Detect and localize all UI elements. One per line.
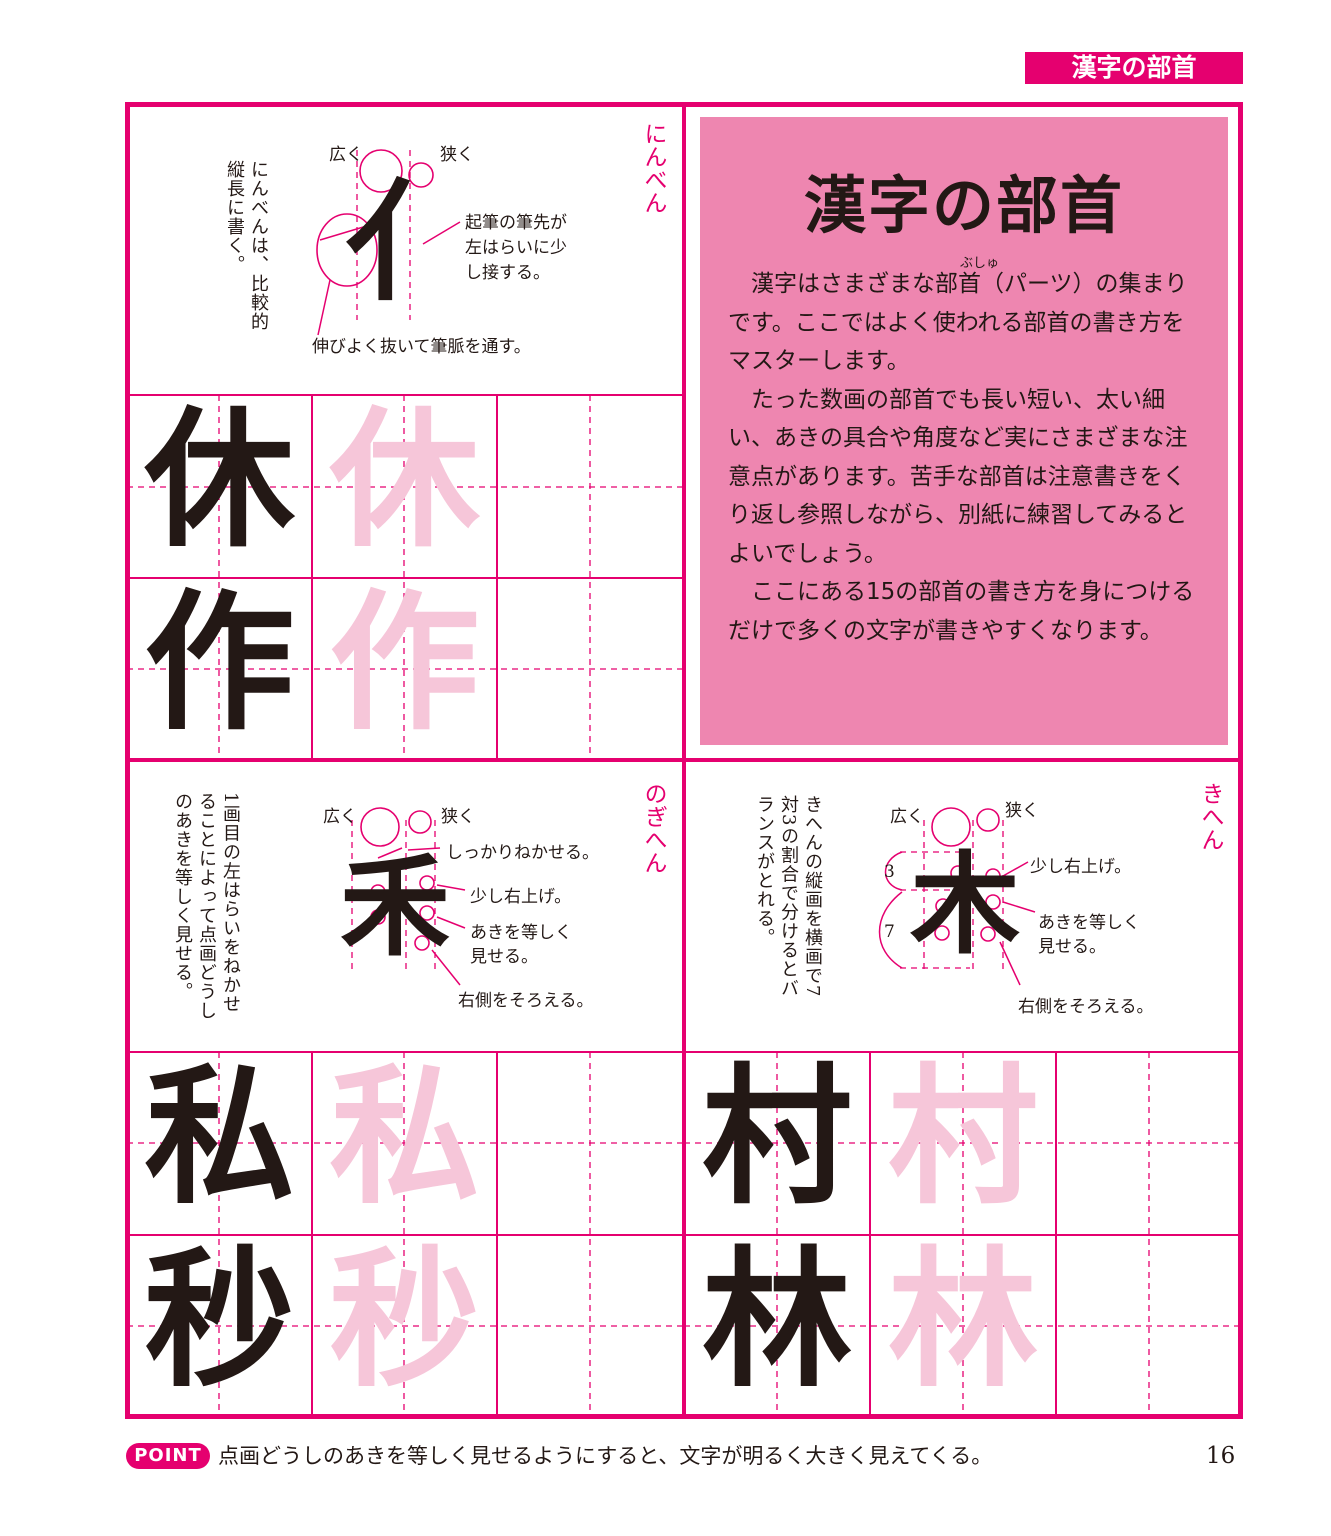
note-wide: 広く bbox=[329, 145, 363, 165]
model-char: 休 bbox=[144, 392, 295, 568]
intro-paragraph: たった数画の部首でも長い短い、太い細い、あきの具合や角度など実にさまざまな注意点… bbox=[728, 386, 1188, 567]
trace-char: 秒 bbox=[329, 1232, 480, 1408]
ratio-7: 7 bbox=[884, 922, 895, 942]
intro-title: 漢字の部首 bbox=[803, 169, 1124, 242]
note-ninben-2: 左はらいに少 bbox=[465, 238, 567, 258]
model-char: 秒 bbox=[144, 1232, 295, 1408]
model-char: 作 bbox=[144, 575, 295, 751]
note-nogihen-2: 少し右上げ。 bbox=[470, 887, 572, 907]
side-note-nogihen: 1画目の左はらいをねかせることによって点画どうしのあきを等しく見せる。 bbox=[172, 792, 241, 1020]
header-tab: 漢字の部首 bbox=[1025, 52, 1243, 84]
note-narrow: 狭く bbox=[440, 145, 474, 165]
intro-paragraph: ここにある15の部首の書き方を身につけるだけで多くの文字が書きやすくなります。 bbox=[728, 579, 1195, 644]
note-wide: 広く bbox=[890, 807, 924, 827]
radical-nogihen: 禾 bbox=[340, 842, 450, 971]
section-label-nogihen: のぎへん bbox=[640, 782, 666, 874]
radical-ninben: 亻 bbox=[345, 166, 476, 319]
model-char: 林 bbox=[701, 1232, 852, 1408]
side-note-kihen: きへんの縦画を横画で7対3の割合で分けるとバランスがとれる。 bbox=[754, 795, 823, 998]
page-number: 16 bbox=[1206, 1443, 1236, 1469]
trace-char: 林 bbox=[887, 1232, 1038, 1408]
trace-char: 作 bbox=[329, 575, 480, 751]
note-nogihen-4: 見せる。 bbox=[470, 947, 538, 967]
note-narrow: 狭く bbox=[441, 807, 475, 827]
note-narrow: 狭く bbox=[1005, 801, 1039, 821]
note-kihen-4: 右側をそろえる。 bbox=[1018, 997, 1154, 1017]
note-kihen-1: 少し右上げ。 bbox=[1030, 857, 1132, 877]
note-ninben-1: 起筆の筆先が bbox=[465, 213, 567, 233]
note-nogihen-5: 右側をそろえる。 bbox=[458, 991, 594, 1011]
side-note-ninben: にんべんは、比較的縦長に書く。 bbox=[224, 160, 269, 331]
note-nogihen-1: しっかりねかせる。 bbox=[446, 843, 599, 863]
note-ninben-bottom: 伸びよく抜いて筆脈を通す。 bbox=[312, 337, 531, 357]
point-text: 点画どうしのあきを等しく見せるようにすると、文字が明るく大きく見えてくる。 bbox=[218, 1444, 993, 1468]
note-wide: 広く bbox=[323, 807, 357, 827]
trace-char: 休 bbox=[329, 392, 480, 568]
model-char: 村 bbox=[701, 1049, 852, 1225]
section-label-ninben: にんべん bbox=[640, 122, 666, 214]
trace-char: 村 bbox=[887, 1049, 1038, 1225]
intro-paragraph: 漢字はさまざまな部首（パーツ）の集まりです。ここではよく使われる部首の書き方をマ… bbox=[728, 271, 1188, 374]
note-nogihen-3: あきを等しく bbox=[470, 923, 572, 943]
intro-body: 漢字はさまざまな部首（パーツ）の集まりです。ここではよく使われる部首の書き方をマ… bbox=[728, 265, 1198, 650]
intro-box: 漢字の部首 ぶしゅ 漢字はさまざまな部首（パーツ）の集まりです。ここではよく使わ… bbox=[700, 117, 1228, 745]
ruby-reading: ぶしゅ bbox=[960, 256, 1000, 271]
ratio-3: 3 bbox=[884, 862, 895, 882]
note-kihen-3: 見せる。 bbox=[1038, 937, 1106, 957]
note-kihen-2: あきを等しく bbox=[1038, 913, 1140, 933]
note-ninben-3: し接する。 bbox=[465, 263, 550, 283]
point-badge: POINT bbox=[126, 1443, 210, 1469]
trace-char: 私 bbox=[329, 1049, 480, 1225]
radical-kihen: 木 bbox=[910, 840, 1020, 969]
section-label-kihen: きへん bbox=[1197, 782, 1223, 851]
model-char: 私 bbox=[144, 1049, 295, 1225]
